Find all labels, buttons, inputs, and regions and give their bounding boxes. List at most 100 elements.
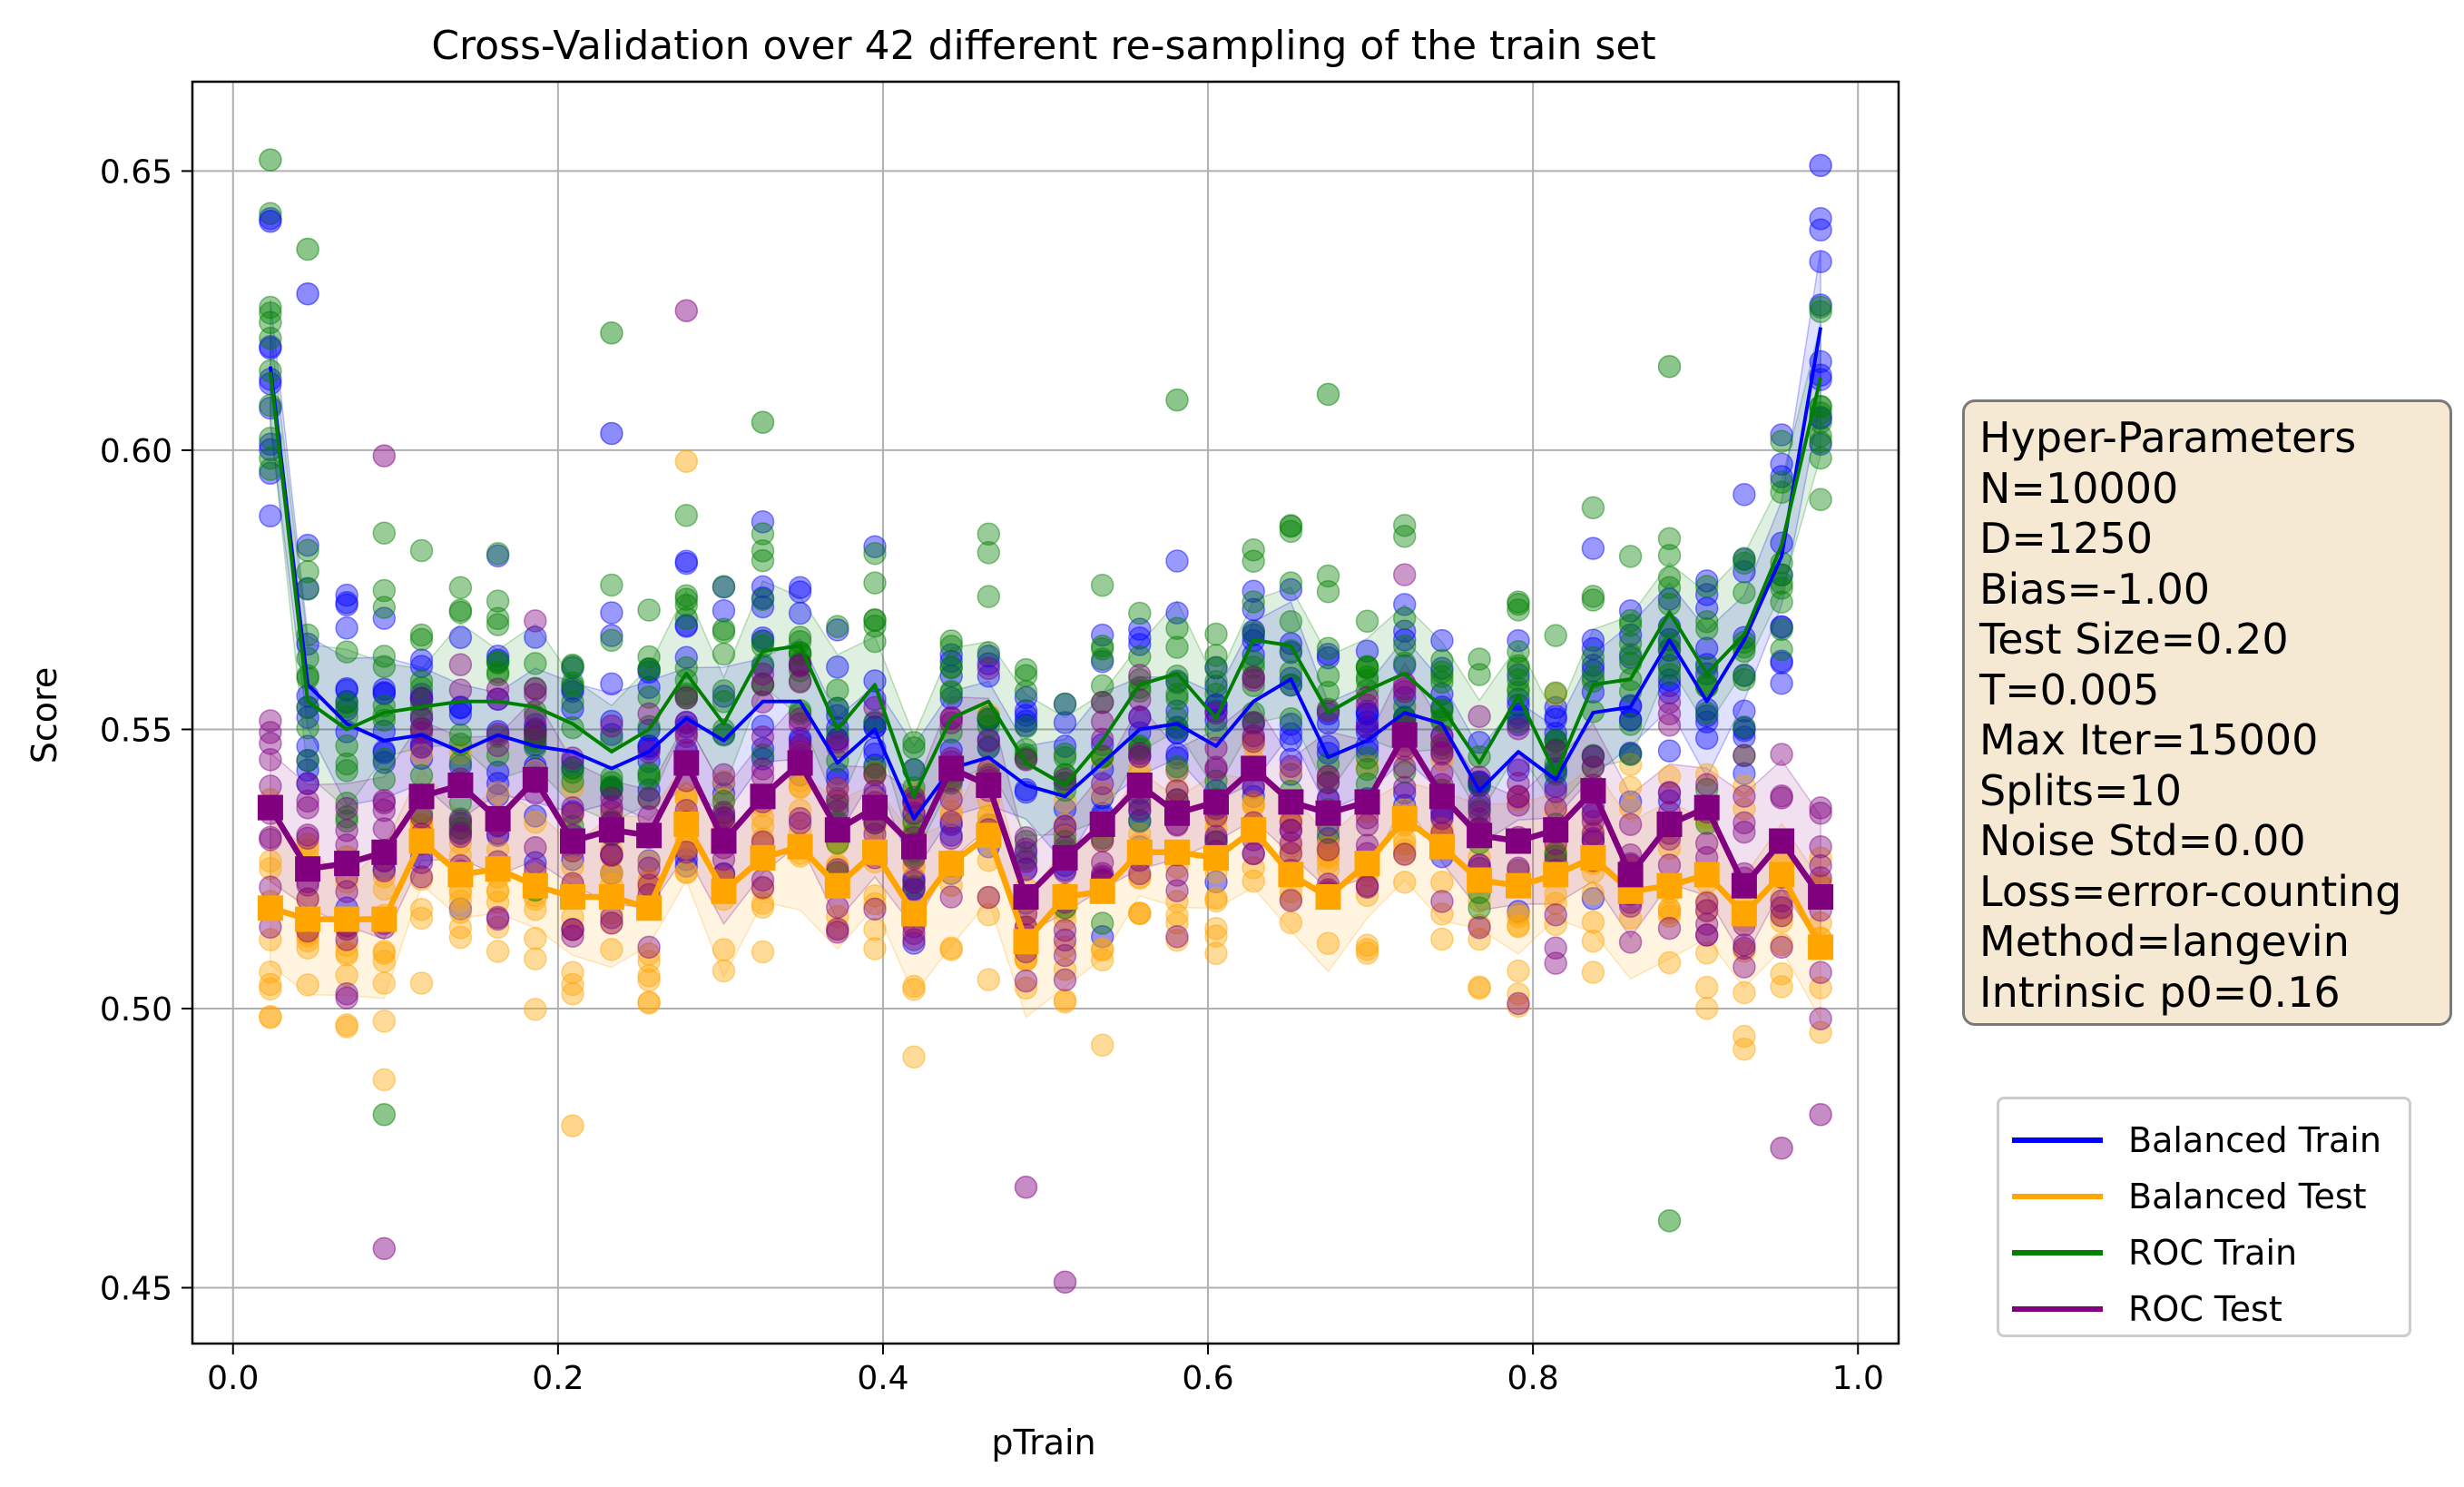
- scatter-point: [1544, 682, 1567, 706]
- scatter-point: [448, 897, 473, 921]
- scatter-point: [1694, 726, 1719, 750]
- series-marker-roc-test: [636, 822, 663, 849]
- scatter-point: [1581, 654, 1605, 677]
- scatter-point: [751, 814, 775, 838]
- scatter-point: [788, 798, 812, 822]
- scatter-point: [1657, 904, 1682, 929]
- scatter-point: [259, 458, 282, 481]
- scatter-point: [939, 823, 963, 847]
- scatter-point: [674, 668, 699, 692]
- scatter-point: [1279, 514, 1303, 537]
- scatter-point: [751, 587, 775, 612]
- hp-test-size: Test Size=0.20: [1979, 615, 2289, 664]
- scatter-point: [1316, 642, 1340, 666]
- scatter-point: [1733, 797, 1756, 821]
- scatter-point: [335, 791, 358, 815]
- scatter-point: [1242, 712, 1265, 736]
- scatter-point: [1694, 617, 1719, 641]
- scatter-point: [637, 763, 661, 787]
- hp-d: D=1250: [1979, 514, 2154, 563]
- scatter-point: [1468, 927, 1491, 951]
- scatter-point: [486, 687, 510, 711]
- scatter-point: [826, 789, 849, 812]
- scatter-point: [259, 709, 282, 733]
- scatter-point: [524, 720, 547, 744]
- scatter-point: [1128, 742, 1152, 765]
- scatter-point: [448, 723, 473, 747]
- scatter-point: [637, 935, 661, 960]
- scatter-point: [1392, 676, 1417, 701]
- scatter-point: [335, 583, 358, 607]
- scatter-point: [1279, 842, 1303, 865]
- scatter-point: [1242, 597, 1265, 622]
- scatter-point: [335, 593, 358, 617]
- scatter-point: [1430, 740, 1454, 764]
- scatter-point: [486, 613, 510, 636]
- scatter-point: [826, 895, 849, 920]
- scatter-point: [712, 787, 736, 812]
- scatter-point: [1468, 915, 1491, 940]
- series-marker-balanced-test: [1126, 839, 1153, 865]
- scatter-point: [1581, 588, 1605, 612]
- scatter-point: [1733, 718, 1756, 743]
- scatter-point: [409, 743, 434, 767]
- scatter-point: [524, 652, 547, 675]
- scatter-point: [1657, 764, 1682, 789]
- scatter-point: [1279, 834, 1303, 859]
- scatter-point: [1355, 874, 1379, 898]
- scatter-point: [1507, 663, 1530, 687]
- scatter-point: [1355, 813, 1379, 837]
- scatter-point: [1392, 775, 1417, 800]
- scatter-point: [1204, 870, 1228, 894]
- scatter-point: [1128, 736, 1152, 760]
- scatter-point: [448, 901, 473, 924]
- scatter-point: [561, 653, 584, 677]
- scatter-point: [1618, 599, 1643, 623]
- scatter-point: [1316, 564, 1340, 588]
- scatter-point: [1544, 796, 1567, 820]
- scatter-point: [939, 885, 963, 909]
- scatter-point: [1355, 655, 1379, 679]
- scatter-point: [296, 734, 319, 758]
- scatter-point: [1355, 710, 1379, 734]
- scatter-point: [1809, 1020, 1832, 1045]
- scatter-point: [977, 885, 1001, 910]
- scatter-point: [600, 709, 623, 734]
- scatter-point: [977, 656, 1001, 681]
- legend-label-roc-test: ROC Test: [2128, 1289, 2282, 1329]
- scatter-point: [674, 788, 699, 812]
- scatter-point: [409, 746, 434, 771]
- scatter-point: [902, 730, 926, 754]
- series-marker-roc-test: [711, 828, 737, 854]
- scatter-point: [1316, 765, 1340, 789]
- scatter-point: [1165, 863, 1189, 887]
- scatter-point: [826, 786, 849, 811]
- scatter-point: [1316, 858, 1340, 882]
- scatter-point: [600, 794, 623, 818]
- series-marker-roc-test: [447, 773, 474, 798]
- scatter-point: [1355, 656, 1379, 680]
- scatter-point: [1090, 757, 1114, 782]
- scatter-point: [788, 576, 812, 599]
- scatter-point: [1090, 772, 1114, 796]
- scatter-point: [486, 905, 510, 930]
- scatter-point: [335, 734, 358, 758]
- scatter-point: [486, 660, 510, 684]
- scatter-point: [600, 723, 623, 746]
- scatter-point: [1733, 663, 1756, 687]
- scatter-point: [1355, 875, 1379, 900]
- scatter-point: [259, 202, 282, 225]
- series-marker-roc-test: [1315, 800, 1341, 826]
- series-marker-roc-test: [787, 750, 813, 776]
- scatter-point: [1657, 576, 1682, 600]
- scatter-point: [939, 679, 963, 704]
- scatter-point: [637, 964, 661, 988]
- series-marker-balanced-test: [673, 812, 700, 837]
- scatter-point: [637, 767, 661, 791]
- series-line-roc-train: [268, 371, 1822, 799]
- scatter-point: [448, 816, 473, 840]
- scatter-point: [1770, 576, 1793, 600]
- scatter-point: [1279, 831, 1303, 855]
- scatter-point: [524, 927, 547, 950]
